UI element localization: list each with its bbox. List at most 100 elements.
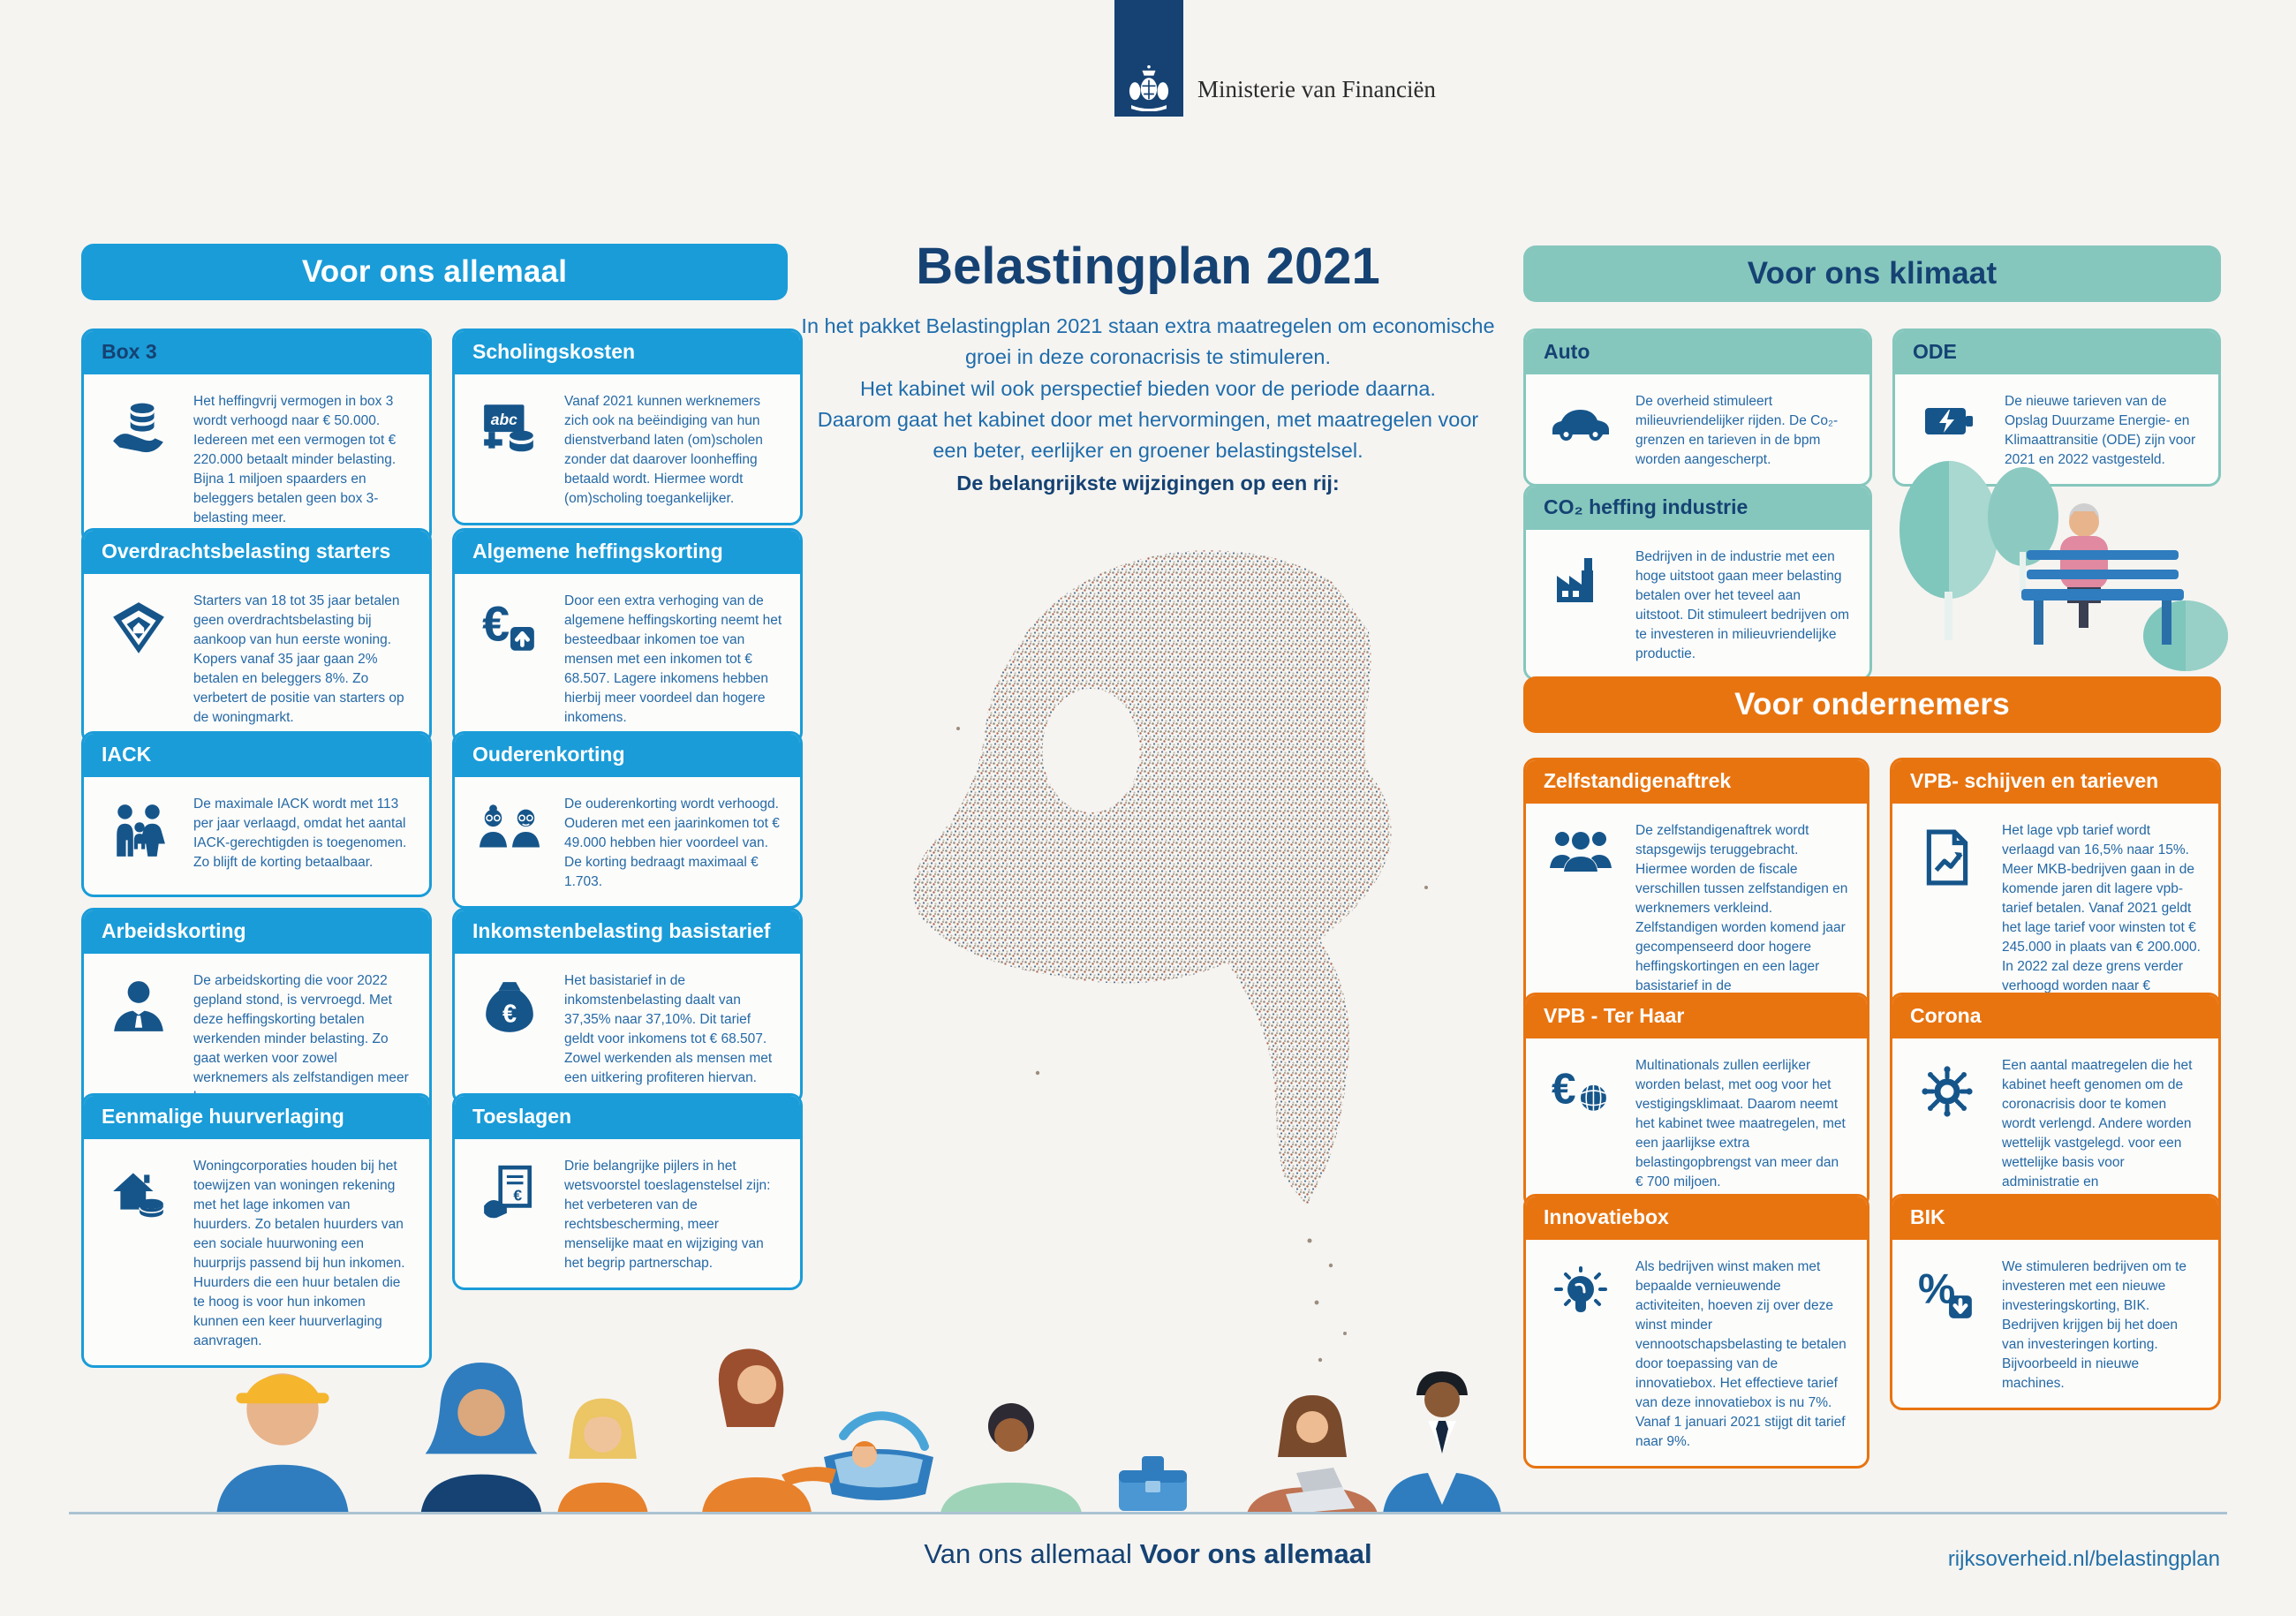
card-text: Drie belangrijke pijlers in het wetsvoor… (564, 1159, 771, 1272)
card-text: De ouderenkorting wordt verhoogd. Oudere… (564, 797, 780, 890)
card-text: De nieuwe tarieven van de Opslag Duurzam… (2005, 394, 2196, 468)
tagline-bold: Voor ons allemaal (1139, 1538, 1372, 1569)
rijksoverheid-logo-ribbon (1114, 0, 1183, 117)
card-title: Toeslagen (455, 1096, 800, 1140)
card-corona: Corona Een aantal maatregelen die het ka… (1890, 993, 2221, 1229)
card-title: CO₂ heffing industrie (1526, 487, 1869, 531)
intro-line: Het kabinet wil ook perspectief bieden v… (860, 376, 1436, 400)
card-text: Multinationals zullen eerlijker worden b… (1635, 1058, 1846, 1190)
house-shield-icon (96, 592, 181, 657)
card-iack: IACK De maximale IACK wordt met 113 per … (81, 731, 432, 897)
card-title: Innovatiebox (1526, 1197, 1867, 1241)
card-text: De overheid stimuleert milieuvriendelijk… (1635, 394, 1839, 468)
card-title: Box 3 (84, 331, 429, 375)
card-text: Een aantal maatregelen die het kabinet h… (2002, 1058, 2193, 1209)
card-text: Door een extra verhoging van de algemene… (564, 593, 782, 726)
coins-in-hand-icon (96, 392, 181, 457)
card-title: Auto (1526, 331, 1869, 375)
construction-worker-illustration (216, 1373, 349, 1513)
card-text: Bedrijven in de industrie met een hoge u… (1635, 549, 1850, 662)
woman-hijab-illustration (420, 1363, 542, 1513)
card-text: Het lage vpb tarief wordt verlaagd van 1… (2002, 823, 2201, 1013)
section-header-voor-ons-allemaal: Voor ons allemaal (81, 244, 788, 300)
hand-document-euro-icon: € (467, 1157, 552, 1222)
card-box-3: Box 3 Het heffingvrij vermogen in box 3 … (81, 328, 432, 546)
intro-closing: De belangrijkste wijzigingen op een rij: (956, 472, 1340, 495)
card-overdrachtsbelasting: Overdrachtsbelasting starters Starters v… (81, 528, 432, 745)
man-in-suit-illustration (1383, 1371, 1501, 1514)
card-zelfstandigenaftrek: Zelfstandigenaftrek De zelfstandigenaftr… (1523, 758, 1869, 1033)
man-on-bench-illustration (1899, 461, 2228, 671)
document-chart-icon (1905, 821, 1990, 887)
woman-green-shirt-illustration (940, 1403, 1082, 1513)
section-header-voor-ons-klimaat: Voor ons klimaat (1523, 245, 2221, 302)
card-title: VPB- schijven en tarieven (1892, 760, 2218, 804)
battery-lightning-icon (1907, 392, 1992, 443)
card-text: Als bedrijven winst maken met bepaalde v… (1635, 1259, 1847, 1450)
people-group-icon (1538, 821, 1623, 880)
card-title: Overdrachtsbelasting starters (84, 531, 429, 575)
money-box-illustration (1119, 1456, 1187, 1511)
svg-text:€: € (1552, 1065, 1576, 1114)
svg-text:€: € (502, 1001, 517, 1029)
card-text: Vanaf 2021 kunnen werknemers zich ook na… (564, 394, 763, 507)
card-title: Arbeidskorting (84, 910, 429, 955)
elderly-couple-icon (467, 795, 552, 858)
card-text: We stimuleren bedrijven om te investeren… (2002, 1259, 2187, 1392)
card-text: Starters van 18 tot 35 jaar betalen geen… (193, 593, 404, 726)
card-title: Zelfstandigenaftrek (1526, 760, 1867, 804)
card-text: Woningcorporaties houden bij het toewijz… (193, 1159, 405, 1349)
card-text: Het heffingvrij vermogen in box 3 wordt … (193, 394, 397, 526)
card-auto: Auto De overheid stimuleert milieuvriend… (1523, 328, 1872, 487)
intro-line: Daarom gaat het kabinet door met hervorm… (817, 407, 1479, 462)
family-icon (96, 795, 181, 860)
card-text: Het basistarief in de inkomstenbelasting… (564, 973, 773, 1086)
rijksoverheid-crest-icon (1129, 64, 1169, 111)
section-header-voor-ondernemers: Voor ondernemers (1523, 676, 2221, 733)
card-text: De zelfstandigenaftrek wordt stapsgewijs… (1635, 823, 1848, 1013)
ministry-name: Ministerie van Financiën (1197, 76, 1436, 102)
factory-icon (1538, 547, 1623, 606)
svg-text:€: € (482, 599, 510, 651)
card-inkomstenbelasting: Inkomstenbelasting basistarief € Het bas… (452, 908, 803, 1106)
card-title: Inkomstenbelasting basistarief (455, 910, 800, 955)
card-arbeidskorting: Arbeidskorting De arbeidskorting die voo… (81, 908, 432, 1125)
card-ode: ODE De nieuwe tarieven van de Opslag Duu… (1892, 328, 2221, 487)
netherlands-crowd-map (913, 550, 1428, 1363)
card-title: BIK (1892, 1197, 2218, 1241)
card-scholingskosten: Scholingskosten abc Vanaf 2021 kunnen we… (452, 328, 803, 526)
card-title: Algemene heffingskorting (455, 531, 800, 575)
website-url: rijksoverheid.nl/belastingplan (1947, 1547, 2220, 1571)
euro-globe-icon: € (1538, 1056, 1623, 1114)
intro-line: In het pakket Belastingplan 2021 staan e… (801, 314, 1495, 369)
card-eenmalige-huurverlaging: Eenmalige huurverlaging Woningcorporatie… (81, 1093, 432, 1369)
lightbulb-icon (1538, 1257, 1623, 1323)
card-bik: BIK % We stimuleren bedrijven om te inve… (1890, 1194, 2221, 1411)
house-coins-icon (96, 1157, 181, 1222)
car-icon (1538, 392, 1623, 443)
card-toeslagen: Toeslagen € Drie belangrijke pijlers in … (452, 1093, 803, 1291)
intro-text: In het pakket Belastingplan 2021 staan e… (799, 311, 1497, 500)
card-co2-heffing: CO₂ heffing industrie Bedrijven in de in… (1523, 484, 1872, 682)
card-title: Scholingskosten (455, 331, 800, 375)
virus-icon (1905, 1056, 1990, 1120)
ground-line (69, 1512, 2227, 1514)
card-ouderenkorting: Ouderenkorting De ouderenkorting wordt v… (452, 731, 803, 910)
card-title: Corona (1892, 995, 2218, 1039)
svg-text:abc: abc (491, 411, 517, 428)
card-innovatiebox: Innovatiebox Als bedrijven winst maken m… (1523, 1194, 1869, 1469)
card-title: VPB - Ter Haar (1526, 995, 1867, 1039)
footer-tagline: Van ons allemaal Voor ons allemaal (795, 1538, 1501, 1570)
euro-arrow-up-icon: € (467, 592, 552, 657)
card-title: Eenmalige huurverlaging (84, 1096, 429, 1140)
chalkboard-coins-icon: abc (467, 392, 552, 457)
card-algemene-heffingskorting: Algemene heffingskorting € Door een extr… (452, 528, 803, 745)
card-title: IACK (84, 734, 429, 778)
card-title: Ouderenkorting (455, 734, 800, 778)
tagline-regular: Van ons allemaal (924, 1538, 1132, 1569)
card-vpb-schijven: VPB- schijven en tarieven Het lage vpb t… (1890, 758, 2221, 1033)
woman-with-laptop-illustration (1247, 1395, 1378, 1514)
mother-with-baby-carrier-illustration (702, 1348, 933, 1513)
girl-illustration (557, 1398, 648, 1513)
